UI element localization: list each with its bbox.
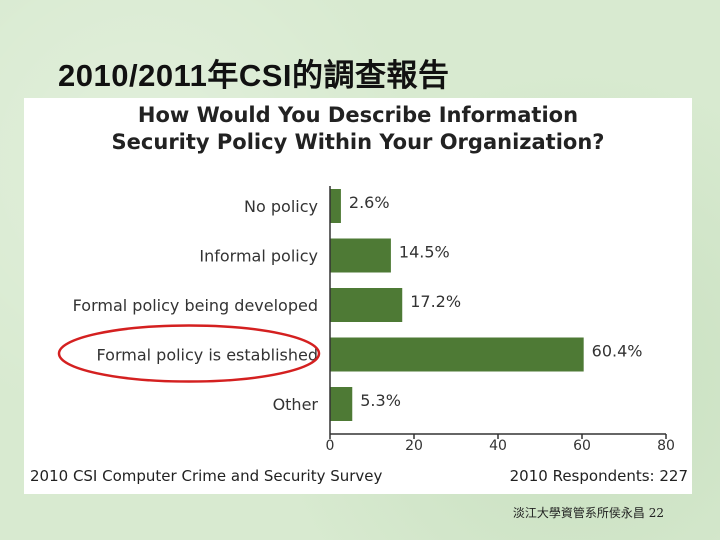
respondents-count: 2010 Respondents: 227 (509, 467, 688, 485)
value-label-0: 2.6% (349, 193, 390, 212)
page-footer: 淡江大學資管系所侯永昌 22 (512, 506, 664, 520)
bar-4 (330, 387, 353, 421)
bar-0 (330, 189, 341, 223)
x-tick-label-3: 60 (573, 438, 591, 454)
chart-title: How Would You Describe Information Secur… (24, 102, 692, 156)
highlight-ellipse (57, 324, 321, 383)
chart-panel: How Would You Describe Information Secur… (24, 98, 692, 494)
value-label-3: 60.4% (592, 342, 643, 361)
chart-title-line-2: Security Policy Within Your Organization… (111, 130, 605, 154)
value-label-2: 17.2% (410, 292, 461, 311)
chart-source: 2010 CSI Computer Crime and Security Sur… (30, 467, 383, 485)
x-tick-label-4: 80 (657, 438, 675, 454)
x-tick-label-1: 20 (405, 438, 423, 454)
x-tick-label-0: 0 (326, 438, 335, 454)
bar-1 (330, 238, 391, 273)
category-label-1: Informal policy (199, 247, 318, 266)
category-label-3: Formal policy is established (97, 346, 318, 365)
bar-2 (330, 288, 403, 322)
value-label-4: 5.3% (360, 391, 401, 410)
x-tick-label-2: 40 (489, 438, 507, 454)
category-label-2: Formal policy being developed (73, 296, 318, 315)
bar-chart: No policy 2.6% Informal policy 14.5% Formal … (57, 186, 675, 454)
category-label-0: No policy (244, 197, 318, 216)
value-label-1: 14.5% (399, 243, 450, 262)
slide-title: 2010/2011年CSI的調查報告 (58, 58, 450, 93)
chart-title-line-1: How Would You Describe Information (137, 103, 579, 127)
bar-3 (330, 337, 584, 372)
category-label-4: Other (273, 395, 319, 414)
